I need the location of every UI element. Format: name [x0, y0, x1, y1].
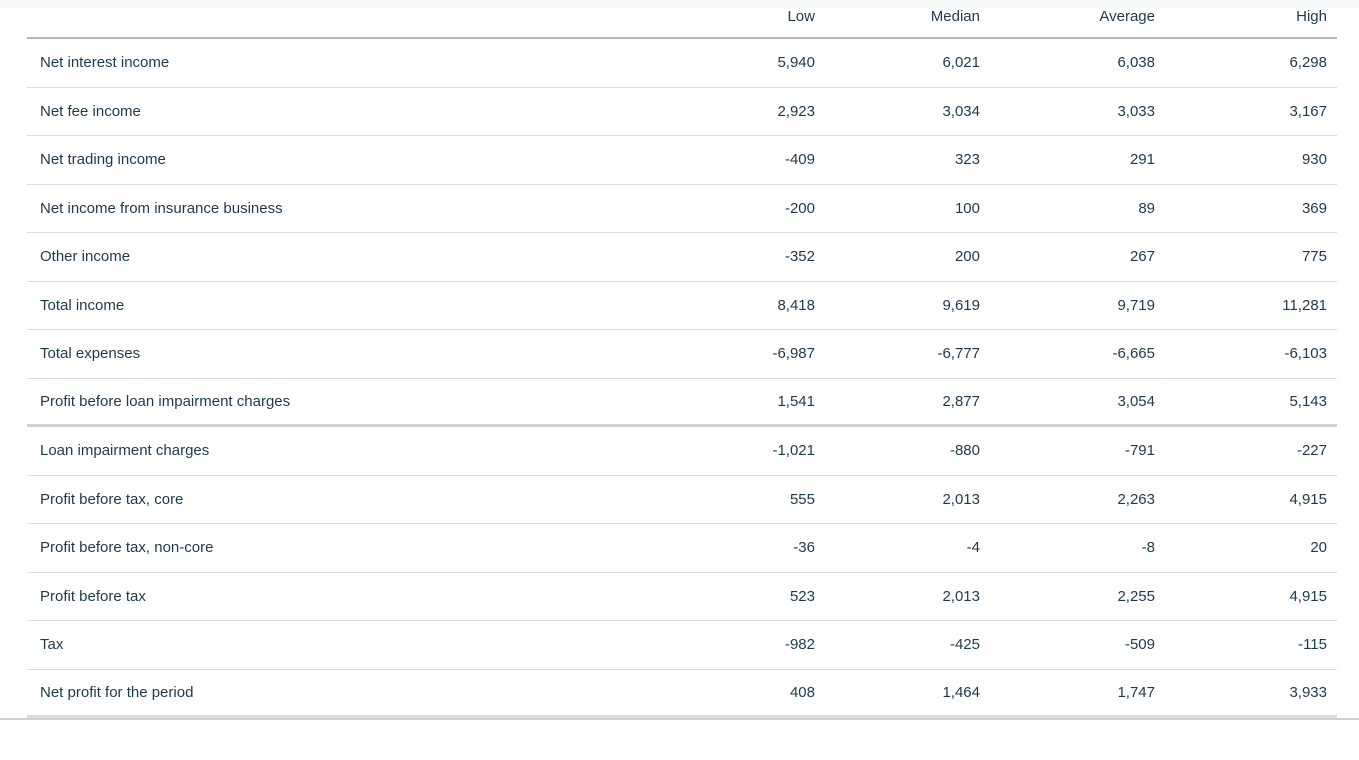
value-cell-average: -509: [1124, 636, 1155, 654]
value-cell-median: -4: [966, 539, 980, 557]
row-label: Net interest income: [40, 54, 170, 72]
value-cell-average: 3,033: [1117, 102, 1155, 120]
value-cell-average: 3,054: [1117, 392, 1155, 410]
table-row: Profit before tax, core 555 2,013 2,263 …: [27, 475, 1337, 524]
value-cell-median: -6,777: [937, 345, 980, 363]
row-label: Total expenses: [40, 345, 141, 363]
value-cell-average: 267: [1129, 248, 1155, 266]
value-cell-high: 3,933: [1289, 683, 1327, 701]
value-cell-median: 2,013: [942, 490, 980, 508]
value-cell-median: 200: [954, 248, 980, 266]
value-cell-low: 555: [789, 490, 815, 508]
value-cell-median: 2,877: [942, 392, 980, 410]
table-row: Total expenses -6,987 -6,777 -6,665 -6,1…: [27, 330, 1337, 379]
value-cell-low: -982: [784, 636, 815, 654]
value-cell-median: -425: [949, 636, 980, 654]
table-row: Total income 8,418 9,619 9,719 11,281: [27, 281, 1337, 330]
table-row: Net fee income 2,923 3,034 3,033 3,167: [27, 87, 1337, 136]
value-cell-median: 1,464: [942, 683, 980, 701]
consensus-estimates-table: Low Median Average High Net interest inc…: [27, 8, 1337, 718]
top-strip: [0, 0, 1359, 8]
column-header-low: Low: [787, 8, 815, 25]
value-cell-low: -352: [784, 248, 815, 266]
value-cell-high: 20: [1310, 539, 1327, 557]
row-label: Profit before tax: [40, 587, 146, 605]
row-label: Profit before loan impairment charges: [40, 392, 291, 410]
value-cell-high: 3,167: [1289, 102, 1327, 120]
value-cell-low: 523: [789, 587, 815, 605]
value-cell-median: 2,013: [942, 587, 980, 605]
row-label: Profit before tax, non-core: [40, 539, 214, 557]
value-cell-median: 100: [954, 199, 980, 217]
column-header-average: Average: [1099, 8, 1155, 25]
row-label: Tax: [40, 636, 64, 654]
row-label: Net income from insurance business: [40, 199, 283, 217]
value-cell-high: 369: [1301, 199, 1327, 217]
table-row: Profit before tax 523 2,013 2,255 4,915: [27, 572, 1337, 621]
value-cell-average: 2,263: [1117, 490, 1155, 508]
table-row: Loan impairment charges -1,021 -880 -791…: [27, 427, 1337, 476]
value-cell-low: -36: [793, 539, 815, 557]
table-row: Net trading income -409 323 291 930: [27, 136, 1337, 185]
value-cell-median: 323: [954, 151, 980, 169]
value-cell-low: -409: [784, 151, 815, 169]
value-cell-average: 6,038: [1117, 54, 1155, 72]
value-cell-median: 3,034: [942, 102, 980, 120]
row-label: Net fee income: [40, 102, 141, 120]
value-cell-average: 291: [1129, 151, 1155, 169]
value-cell-average: 2,255: [1117, 587, 1155, 605]
value-cell-high: 4,915: [1289, 587, 1327, 605]
column-header-median: Median: [930, 8, 980, 25]
table-row: Tax -982 -425 -509 -115: [27, 621, 1337, 670]
page-bottom-rule: [0, 718, 1359, 720]
value-cell-average: 1,747: [1117, 683, 1155, 701]
row-label: Net profit for the period: [40, 683, 194, 701]
value-cell-high: 11,281: [1282, 296, 1327, 314]
value-cell-average: 9,719: [1117, 296, 1155, 314]
table-row: Net income from insurance business -200 …: [27, 184, 1337, 233]
value-cell-high: -115: [1298, 636, 1327, 654]
value-cell-median: 9,619: [942, 296, 980, 314]
table-header-row: Low Median Average High: [27, 8, 1337, 39]
value-cell-average: -791: [1124, 442, 1155, 460]
value-cell-low: 5,940: [777, 54, 815, 72]
value-cell-high: -227: [1296, 442, 1327, 460]
row-label: Other income: [40, 248, 131, 266]
value-cell-high: 5,143: [1289, 392, 1327, 410]
value-cell-low: -1,021: [772, 442, 815, 460]
value-cell-high: 6,298: [1289, 54, 1327, 72]
table-row: Profit before tax, non-core -36 -4 -8 20: [27, 524, 1337, 573]
value-cell-low: 1,541: [777, 392, 815, 410]
row-label: Profit before tax, core: [40, 490, 184, 508]
column-header-high: High: [1296, 8, 1327, 25]
value-cell-median: -880: [949, 442, 980, 460]
value-cell-low: -6,987: [772, 345, 815, 363]
value-cell-average: -8: [1141, 539, 1155, 557]
value-cell-median: 6,021: [942, 54, 980, 72]
table-row: Other income -352 200 267 775: [27, 233, 1337, 282]
row-label: Total income: [40, 296, 125, 314]
value-cell-low: 8,418: [777, 296, 815, 314]
value-cell-low: 408: [789, 683, 815, 701]
value-cell-low: -200: [784, 199, 815, 217]
row-label: Net trading income: [40, 151, 166, 169]
table-row: Net profit for the period 408 1,464 1,74…: [27, 669, 1337, 718]
value-cell-high: 775: [1301, 248, 1327, 266]
row-label: Loan impairment charges: [40, 442, 210, 460]
value-cell-average: -6,665: [1112, 345, 1155, 363]
value-cell-low: 2,923: [777, 102, 815, 120]
value-cell-high: 4,915: [1289, 490, 1327, 508]
value-cell-high: 930: [1301, 151, 1327, 169]
value-cell-average: 89: [1138, 199, 1155, 217]
value-cell-high: -6,103: [1284, 345, 1327, 363]
table-row: Profit before loan impairment charges 1,…: [27, 378, 1337, 427]
table-row: Net interest income 5,940 6,021 6,038 6,…: [27, 39, 1337, 88]
